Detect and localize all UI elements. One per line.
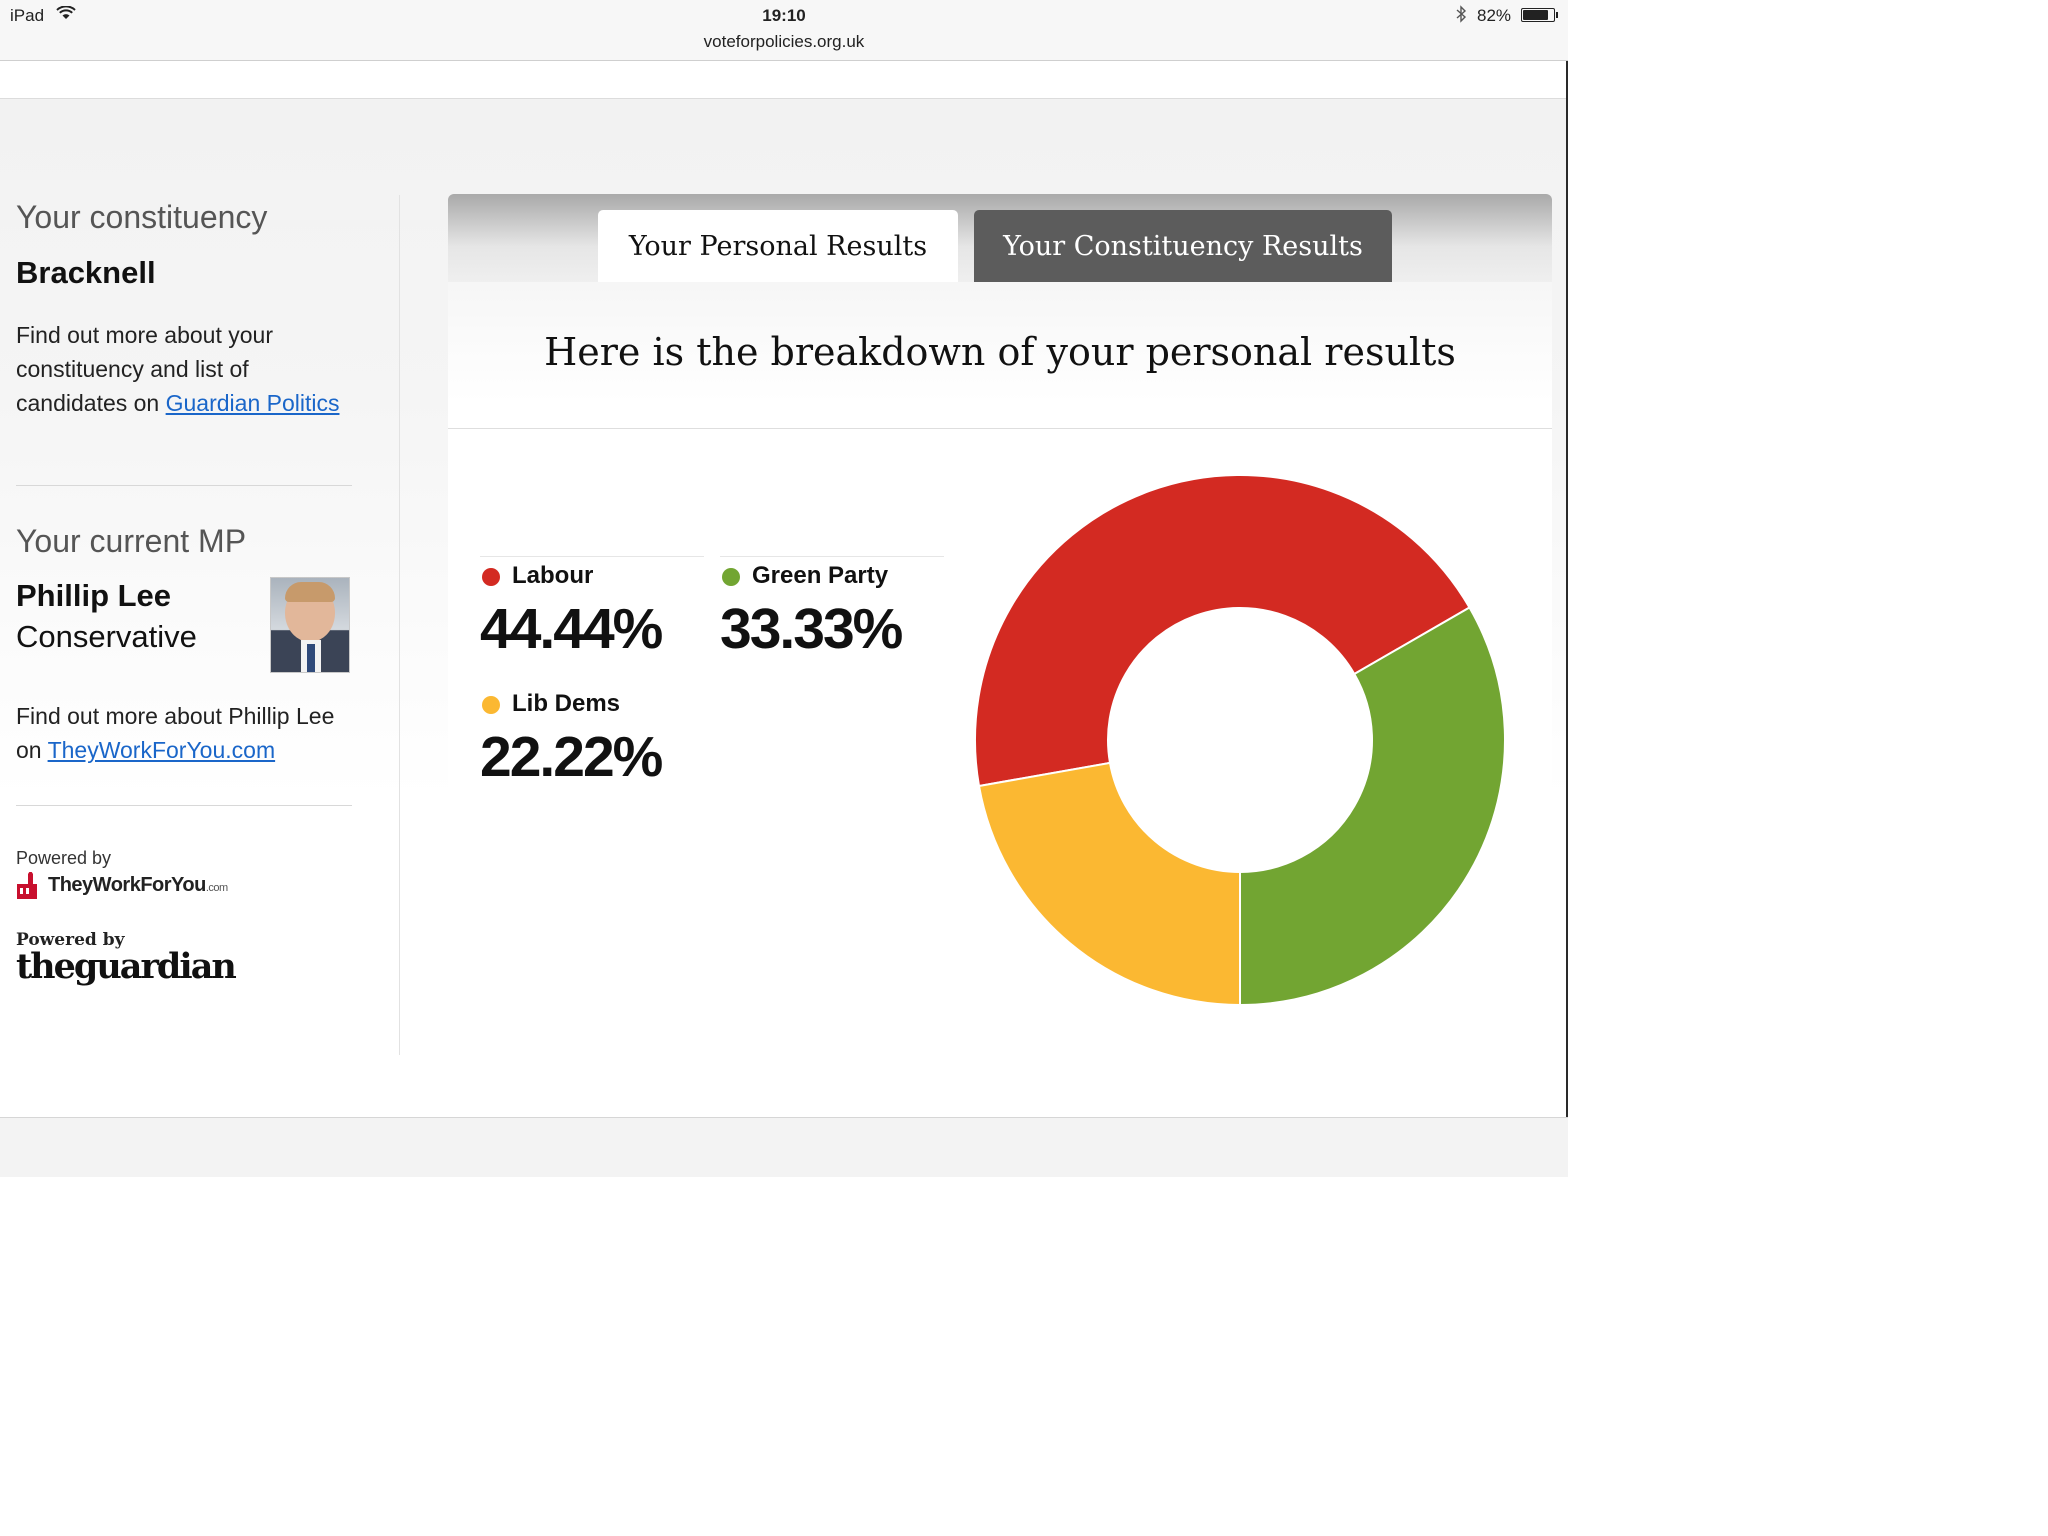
mp-name: Phillip Lee (16, 578, 172, 613)
tab-personal-results[interactable]: Your Personal Results (598, 210, 958, 282)
legend-label-labour: Labour (512, 562, 594, 589)
parliament-icon (17, 872, 37, 899)
sidebar-divider (16, 805, 352, 806)
page-edge (1566, 61, 1568, 1121)
mp-photo-hair (285, 582, 335, 602)
constituency-name: Bracknell (16, 255, 156, 290)
legend-rule (720, 556, 944, 557)
mp-photo-tie (307, 644, 315, 672)
guardian-logo: theguardian (16, 946, 237, 987)
bluetooth-icon (1456, 5, 1467, 23)
theyworkforyou-logo: TheyWorkForYou.com (48, 874, 228, 897)
results-divider (448, 428, 1552, 429)
battery-fill (1523, 10, 1548, 20)
results-tab-bar: Your Personal Results Your Constituency … (448, 194, 1552, 282)
donut-slice-lib-dems (977, 761, 1241, 1007)
legend-label-lib-dems: Lib Dems (512, 690, 621, 717)
tab-constituency-results[interactable]: Your Constituency Results (974, 210, 1392, 282)
battery-icon (1521, 8, 1555, 22)
battery-tip (1556, 12, 1558, 18)
legend-value-labour: 44.44% (480, 597, 663, 661)
address-bar-url[interactable]: voteforpolicies.org.uk (703, 32, 865, 51)
constituency-sidebar: Your constituency Bracknell Find out mor… (0, 195, 400, 1055)
powered-by-guardian[interactable]: Powered by theguardian (16, 930, 237, 987)
legend-rule (480, 556, 704, 557)
legend-dot-labour (482, 568, 500, 586)
mp-photo (270, 577, 350, 673)
mp-info-text: Find out more about Phillip Lee on (16, 703, 335, 763)
legend-dot-green-party (722, 568, 740, 586)
mp-party: Conservative (16, 619, 197, 654)
legend-dot-lib-dems (482, 696, 500, 714)
theyworkforyou-logo-suffix: .com (205, 882, 228, 894)
powered-by-label: Powered by (16, 848, 112, 868)
powered-by-theyworkforyou[interactable]: Powered by TheyWorkForYou.com (14, 848, 240, 902)
legend-label-green-party: Green Party (752, 562, 889, 589)
powered-by-label: Powered by (16, 930, 125, 950)
legend-value-lib-dems: 22.22% (480, 725, 663, 789)
donut-slice-green-party (1239, 606, 1506, 1007)
donut-slice-labour (974, 474, 1471, 788)
theyworkforyou-link[interactable]: TheyWorkForYou.com (47, 737, 276, 763)
results-panel: Your Personal Results Your Constituency … (448, 194, 1552, 1054)
mp-info: Find out more about Phillip Lee on TheyW… (16, 699, 356, 767)
constituency-heading: Your constituency (16, 199, 268, 235)
legend-value-green-party: 33.33% (720, 597, 903, 661)
mp-heading: Your current MP (16, 523, 247, 559)
wifi-icon (56, 6, 76, 19)
results-donut-chart (974, 474, 1506, 1007)
results-title: Here is the breakdown of your personal r… (544, 330, 1456, 374)
constituency-info: Find out more about your constituency an… (16, 318, 356, 420)
status-bar: iPad 19:10 voteforpolicies.org.uk 82% (0, 0, 1568, 61)
constituency-info-text: Find out more about your constituency an… (16, 322, 273, 416)
sidebar-divider (16, 485, 352, 486)
device-name: iPad (10, 6, 45, 25)
theyworkforyou-logo-text: TheyWorkForYou (48, 874, 206, 896)
guardian-politics-link[interactable]: Guardian Politics (165, 390, 340, 416)
clock: 19:10 (762, 6, 806, 25)
browser-bottom-bar (0, 1117, 1568, 1177)
battery-percentage: 82% (1477, 6, 1512, 25)
site-header-strip (0, 61, 1566, 99)
